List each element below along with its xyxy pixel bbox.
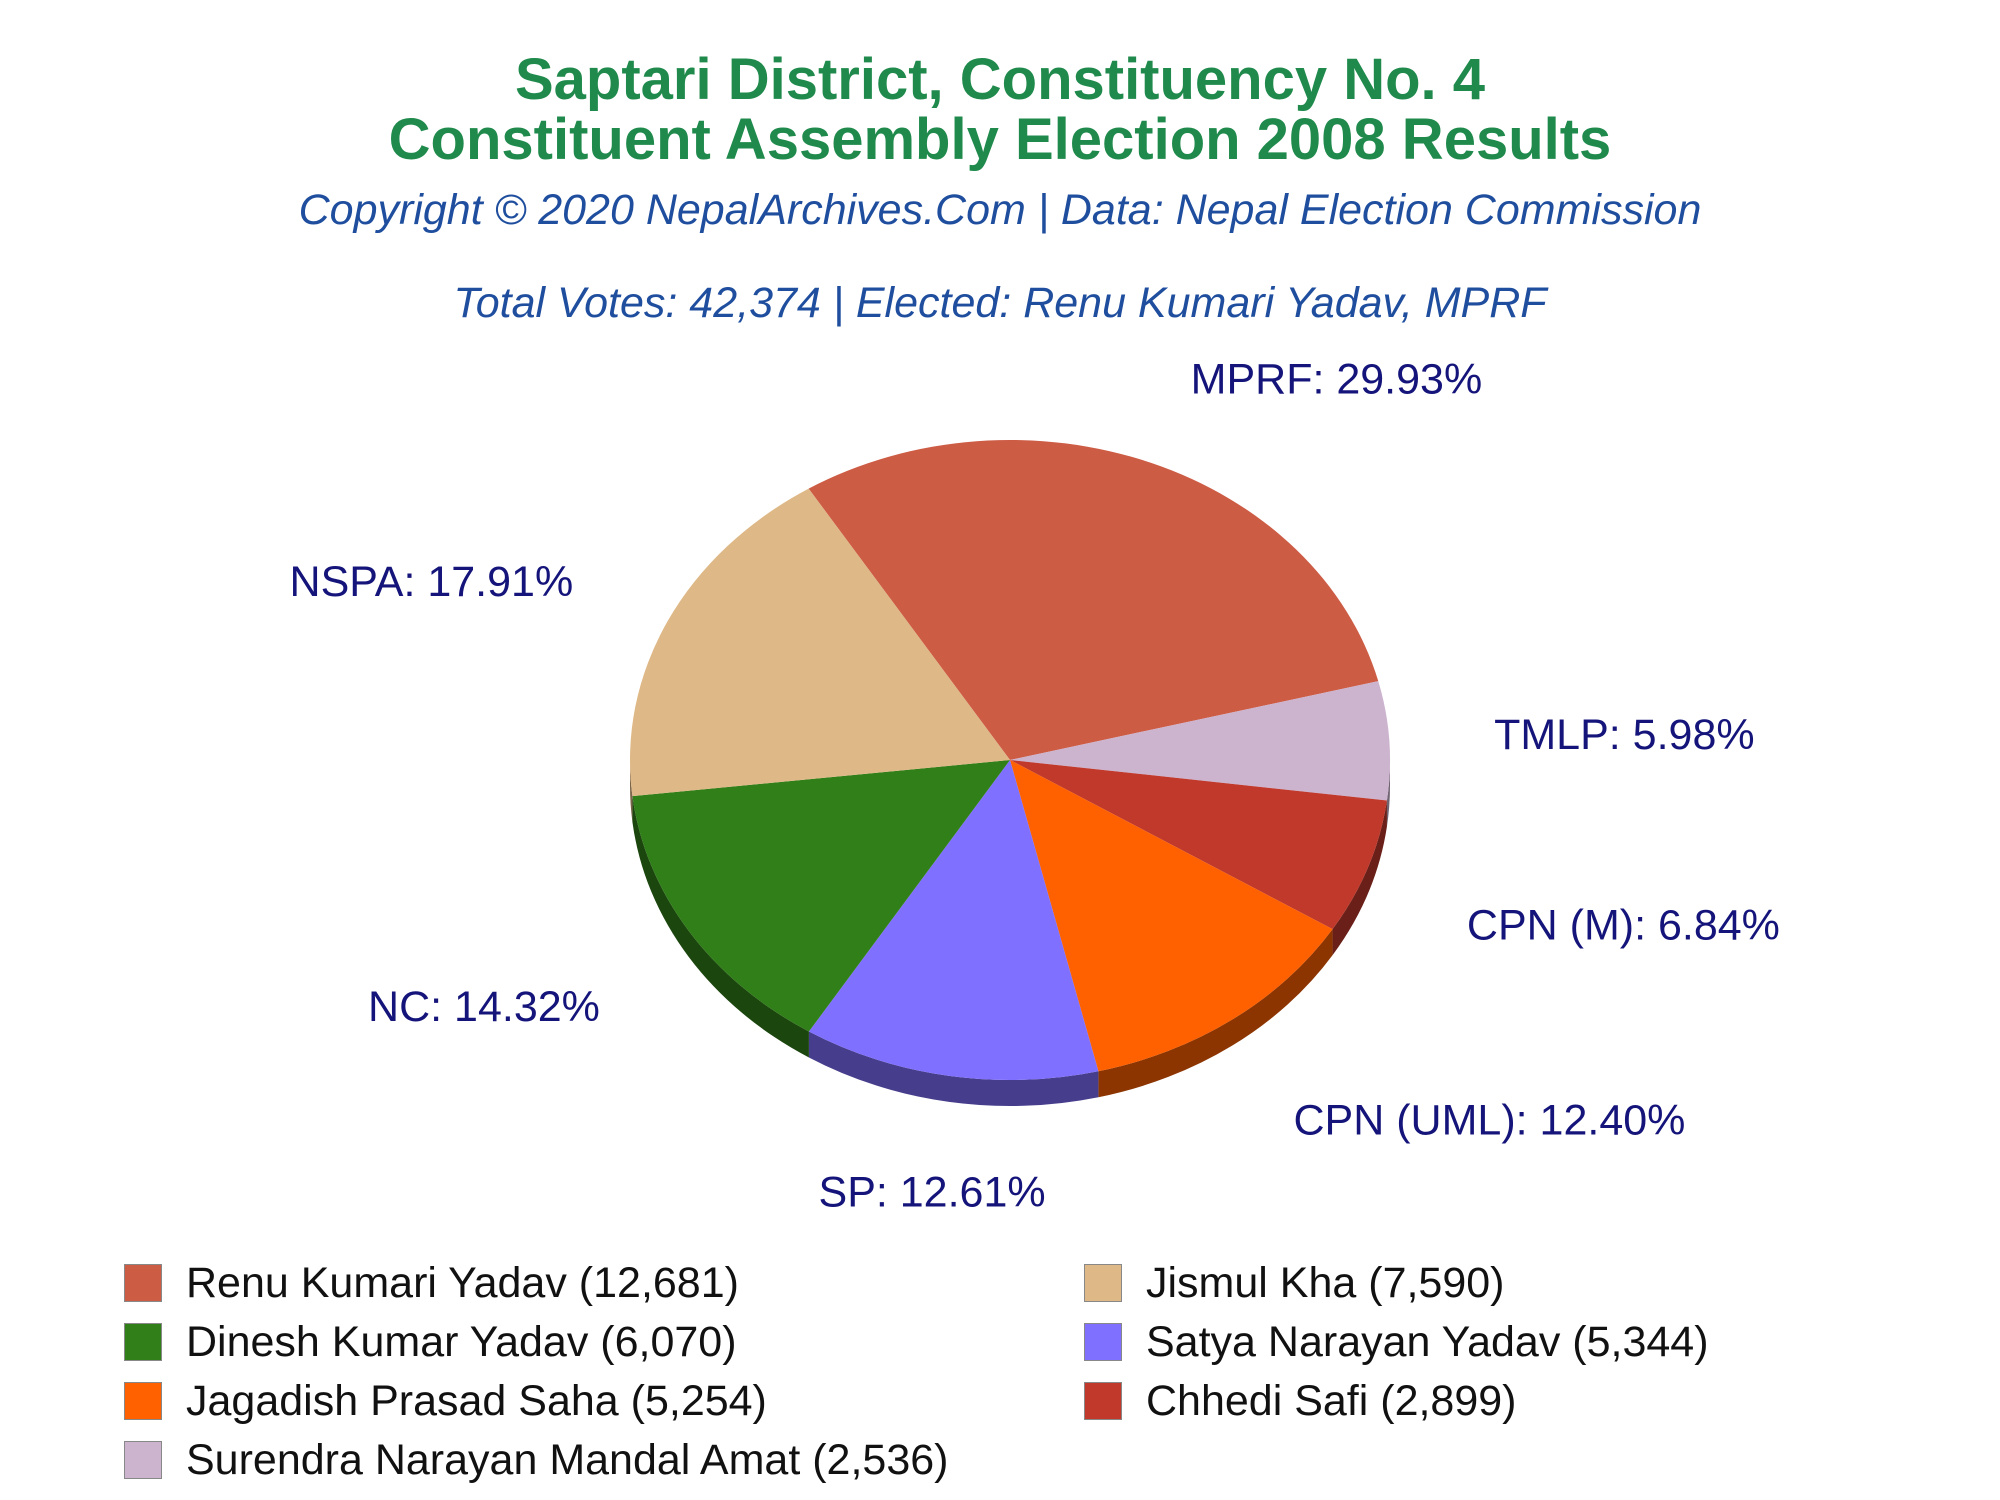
legend-item-mprf: Renu Kumari Yadav (12,681): [124, 1254, 739, 1312]
pie-side-cpn-uml: [1098, 929, 1333, 1098]
legend-swatch: [1084, 1382, 1122, 1420]
copyright-line: Copyright © 2020 NepalArchives.Com | Dat…: [298, 186, 1702, 234]
legend-item-tmlp: Surendra Narayan Mandal Amat (2,536): [124, 1431, 948, 1489]
pie-side-sp: [808, 1031, 1099, 1106]
pie-side-walls: [630, 760, 1390, 1106]
legend-item-cpn-uml: Jagadish Prasad Saha (5,254): [124, 1372, 767, 1430]
chart-title-line1: Saptari District, Constituency No. 4: [514, 47, 1486, 112]
pie-side-cpn-m: [1332, 800, 1387, 956]
slice-label-nc: NC: 14.32%: [368, 983, 600, 1031]
legend-swatch: [1084, 1264, 1122, 1302]
legend-swatch: [124, 1264, 162, 1302]
pie-slice-sp: [808, 760, 1099, 1080]
slice-label-mprf: MPRF: 29.93%: [1191, 356, 1483, 404]
slice-label-tmlp: TMLP: 5.98%: [1494, 711, 1755, 759]
legend-label: Chhedi Safi (2,899): [1146, 1376, 1517, 1425]
pie-slices: [630, 439, 1390, 1080]
pie-slice-cpn-m: [1010, 760, 1387, 930]
pie-slice-cpn-uml: [1010, 760, 1333, 1072]
legend-label: Jagadish Prasad Saha (5,254): [186, 1376, 767, 1425]
legend-swatch: [124, 1441, 162, 1479]
slice-label-sp: SP: 12.61%: [819, 1169, 1046, 1217]
legend-swatch: [124, 1382, 162, 1420]
slice-labels: MPRF: 29.93% TMLP: 5.98% CPN (M): 6.84% CPN…: [290, 356, 1780, 1217]
chart-title-line2: Constituent Assembly Election 2008 Resul…: [388, 107, 1612, 172]
slice-label-cpn-m: CPN (M): 6.84%: [1467, 902, 1780, 950]
legend-item-sp: Satya Narayan Yadav (5,344): [1084, 1313, 1709, 1371]
pie-slice-mprf: [808, 439, 1379, 760]
legend-swatch: [1084, 1323, 1122, 1361]
total-votes-summary: Total Votes: 42,374 | Elected: Renu Kuma…: [453, 279, 1547, 327]
slice-label-cpn-uml: CPN (UML): 12.40%: [1294, 1097, 1686, 1145]
legend-item-nc: Dinesh Kumar Yadav (6,070): [124, 1313, 737, 1371]
pie-slice-nspa: [630, 488, 1010, 797]
legend-item-nspa: Jismul Kha (7,590): [1084, 1254, 1505, 1312]
pie-side-nspa: [630, 760, 633, 823]
legend-label: Jismul Kha (7,590): [1146, 1258, 1505, 1307]
pie-side-tmlp: [1386, 760, 1390, 827]
pie-slice-nc: [632, 760, 1010, 1032]
legend-label: Renu Kumari Yadav (12,681): [186, 1258, 739, 1307]
legend-item-cpn-m: Chhedi Safi (2,899): [1084, 1372, 1517, 1430]
legend-swatch: [124, 1323, 162, 1361]
pie-side-nc: [632, 796, 809, 1058]
slice-label-nspa: NSPA: 17.91%: [290, 558, 574, 606]
pie-slice-tmlp: [1010, 681, 1390, 801]
legend-label: Satya Narayan Yadav (5,344): [1146, 1317, 1709, 1366]
legend-label: Surendra Narayan Mandal Amat (2,536): [186, 1435, 949, 1484]
legend-label: Dinesh Kumar Yadav (6,070): [186, 1317, 737, 1366]
